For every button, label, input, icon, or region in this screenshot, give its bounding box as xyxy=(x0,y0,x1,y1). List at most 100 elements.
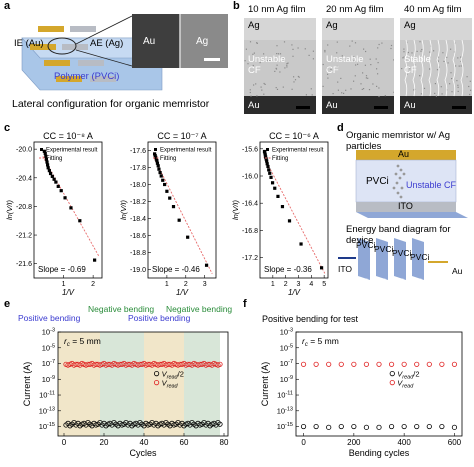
data-point xyxy=(287,219,292,223)
sem-speckle xyxy=(350,88,352,90)
sem-speckle xyxy=(466,76,468,78)
y-axis-label: Current (A) xyxy=(260,362,270,407)
sem-speckle xyxy=(277,53,280,55)
vread-half-point xyxy=(414,423,420,430)
sem-speckle xyxy=(340,77,342,79)
sem-speckle xyxy=(375,58,377,60)
sem-speckle xyxy=(327,73,329,75)
y-tick-label: 10-7 xyxy=(42,359,55,368)
sem-ag-label: Ag xyxy=(196,36,209,47)
data-point xyxy=(158,171,162,175)
zoom-line xyxy=(75,15,133,45)
data-point xyxy=(154,155,158,159)
y-tick-label: -18.0 xyxy=(130,182,146,189)
sem-cf-label: Stable xyxy=(404,54,431,65)
sem-tile xyxy=(322,18,394,114)
sem-speckle xyxy=(453,51,456,53)
data-point xyxy=(159,174,163,178)
sem-speckle xyxy=(469,93,471,96)
ito-layer xyxy=(356,202,456,212)
sem-speckle xyxy=(416,50,418,52)
bending-region xyxy=(184,332,220,436)
sem-speckle xyxy=(330,68,332,70)
sem-speckle xyxy=(286,63,288,65)
sem-speckle xyxy=(457,84,459,86)
sem-speckle xyxy=(326,68,328,70)
sem-speckle xyxy=(282,86,284,88)
gold-electrode xyxy=(38,26,64,32)
sem-speckle xyxy=(341,92,343,94)
sem-speckle xyxy=(450,72,452,74)
legend-marker-exp xyxy=(266,148,269,151)
y-axis-label: ln(V/I) xyxy=(5,200,14,221)
legend-half-label: Vread/2 xyxy=(397,370,419,381)
data-point xyxy=(276,194,280,198)
sem-speckle xyxy=(455,65,457,67)
sem-ag-label: Ag xyxy=(404,20,416,31)
x-axis-label: Bending cycles xyxy=(349,448,410,458)
x-tick-label: 0 xyxy=(301,438,306,447)
x-tick-label: 2 xyxy=(91,281,95,288)
band-ag-label: Ag xyxy=(394,276,404,285)
sem-speckle xyxy=(260,86,262,88)
sem-speckle xyxy=(420,50,422,52)
sem-speckle xyxy=(469,80,471,82)
silver-electrode xyxy=(78,60,104,66)
y-axis-label: Current (A) xyxy=(22,362,32,407)
sem-speckle xyxy=(409,68,411,70)
sem-speckle xyxy=(294,79,297,81)
filament-line xyxy=(436,39,440,97)
legend-marker-half xyxy=(154,371,160,377)
filament-line xyxy=(420,39,424,97)
sem-speckle xyxy=(403,56,405,58)
sem-speckle xyxy=(263,53,265,55)
sem-speckle xyxy=(336,65,338,68)
sem-speckle xyxy=(460,65,462,67)
bending-region xyxy=(58,332,100,436)
panel-a-caption: Lateral configuration for organic memris… xyxy=(12,98,210,110)
legend-half-label: Vread/2 xyxy=(162,370,184,381)
y-axis-label: ln(V/I) xyxy=(231,200,240,221)
sem-title: 40 nm Ag film xyxy=(404,4,462,15)
sem-speckle xyxy=(279,53,282,55)
sem-speckle xyxy=(393,91,394,93)
filament-line xyxy=(428,39,432,97)
sem-speckle xyxy=(293,81,295,83)
data-point xyxy=(264,155,268,159)
data-point xyxy=(42,149,46,153)
chart-title: CC = 10⁻⁷ A xyxy=(157,131,206,141)
sem-speckle xyxy=(403,51,405,53)
sem-speckle xyxy=(322,63,324,66)
sem-speckle xyxy=(267,60,269,62)
sem-speckle xyxy=(292,48,294,50)
vread-point xyxy=(338,361,344,367)
sem-ag-zone xyxy=(400,18,472,40)
data-point xyxy=(177,218,181,222)
sem-speckle xyxy=(276,45,278,47)
y-tick-label: -21.2 xyxy=(16,233,32,240)
x-tick-label: 2 xyxy=(284,281,288,288)
data-point xyxy=(59,189,63,193)
x-axis-label: 1/V xyxy=(288,288,301,296)
sem-speckle xyxy=(312,58,314,60)
panel-label-c: c xyxy=(4,122,11,134)
bending-region xyxy=(144,332,184,436)
sem-speckle xyxy=(252,64,254,67)
data-point xyxy=(171,205,176,209)
panel-c-charts: CC = 10⁻⁸ A-20.0-20.4-20.8-21.2-21.61 21/… xyxy=(5,131,329,296)
y-tick-label: -19.0 xyxy=(130,267,146,274)
y-tick-label: 10-11 xyxy=(277,391,293,400)
x-tick-label: 1 xyxy=(271,281,275,288)
data-point xyxy=(161,178,165,182)
rc-annotation: rc = 5 mm xyxy=(302,336,339,348)
sem-speckle xyxy=(377,73,379,75)
x-tick-label: 400 xyxy=(397,438,411,447)
sem-speckle xyxy=(436,69,439,71)
sem-speckle xyxy=(376,85,378,87)
ag-particles xyxy=(392,164,406,199)
x-tick-label: 3 xyxy=(203,281,207,288)
rc-annotation: rc = 5 mm xyxy=(64,336,101,348)
sem-speckle xyxy=(442,52,444,54)
data-point xyxy=(45,160,49,164)
negative-bending-label: Negative bending xyxy=(166,304,232,314)
